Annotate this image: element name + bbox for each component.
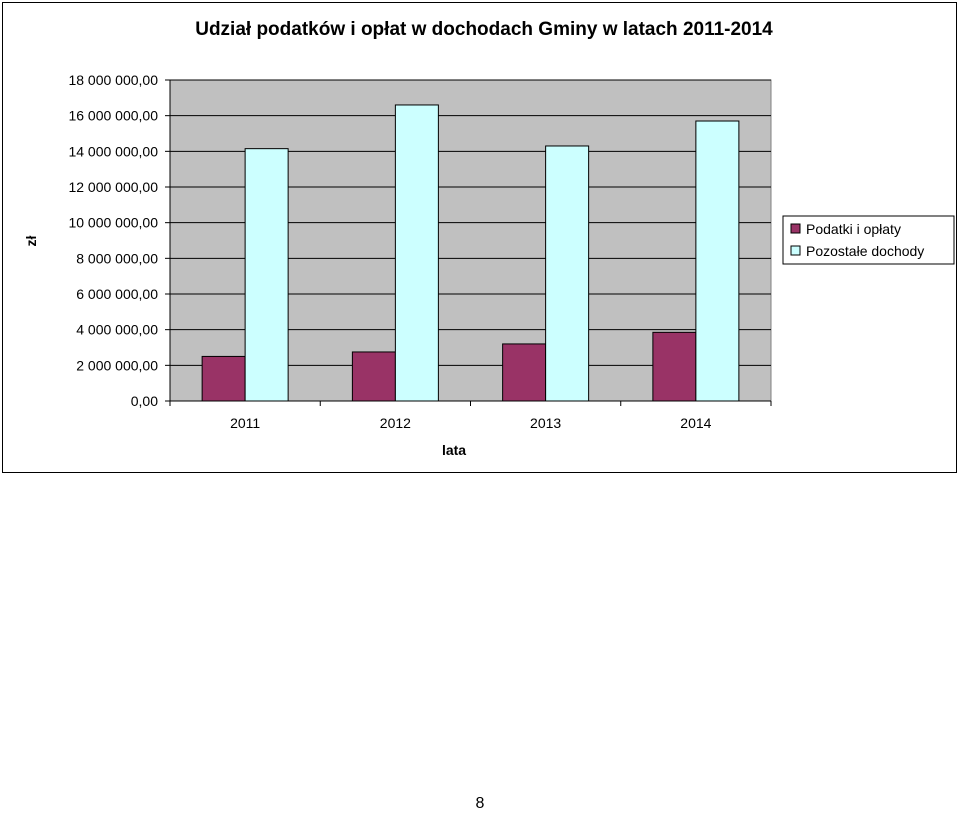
bar-pozostale-2013 [545,145,590,402]
bar-pozostale-2012 [394,104,439,402]
y-tick-label: 10 000 000,00 [68,215,158,231]
legend: Podatki i opłaty Pozostałe dochody [782,215,955,265]
x-tick-label: 2014 [680,415,711,431]
bar-podatki-2012 [351,351,396,402]
chart-frame: Udział podatków i opłat w dochodach Gmin… [2,2,957,473]
x-ticks: 2011 2012 2013 2014 [169,401,772,431]
legend-swatch-podatki [790,223,801,234]
bar-podatki-2011 [201,355,246,402]
y-tick-label: 18 000 000,00 [68,72,158,88]
y-tick-label: 8 000 000,00 [76,250,158,266]
y-tick-label: 14 000 000,00 [68,143,158,159]
legend-label-pozostale: Pozostałe dochody [806,243,924,259]
bar-podatki-2014 [652,331,697,402]
x-axis-title: lata [442,442,466,458]
y-tick-label: 6 000 000,00 [76,286,158,302]
legend-label-podatki: Podatki i opłaty [806,221,901,237]
legend-box [782,215,955,265]
x-tick-label: 2011 [230,415,260,431]
bar-pozostale-2014 [695,120,740,402]
y-tick-label: 2 000 000,00 [76,357,158,373]
bar-pozostale-2011 [244,148,289,402]
y-tick-label: 16 000 000,00 [68,108,158,124]
x-tick-label: 2012 [380,415,411,431]
y-tick-label: 0,00 [131,393,158,409]
y-tick-label: 4 000 000,00 [76,322,158,338]
bar-podatki-2013 [502,343,547,402]
y-ticks: 0,00 2 000 000,00 4 000 000,00 6 000 000,00… [68,72,170,409]
x-tick-label: 2013 [530,415,561,431]
page-number: 8 [475,795,485,812]
chart-svg: Udział podatków i opłat w dochodach Gmin… [23,19,955,458]
y-axis-title: zł [23,235,39,246]
bars [201,104,740,402]
y-tick-label: 12 000 000,00 [68,179,158,195]
chart-title: Udział podatków i opłat w dochodach Gmin… [195,19,773,40]
legend-swatch-pozostale [790,245,801,256]
